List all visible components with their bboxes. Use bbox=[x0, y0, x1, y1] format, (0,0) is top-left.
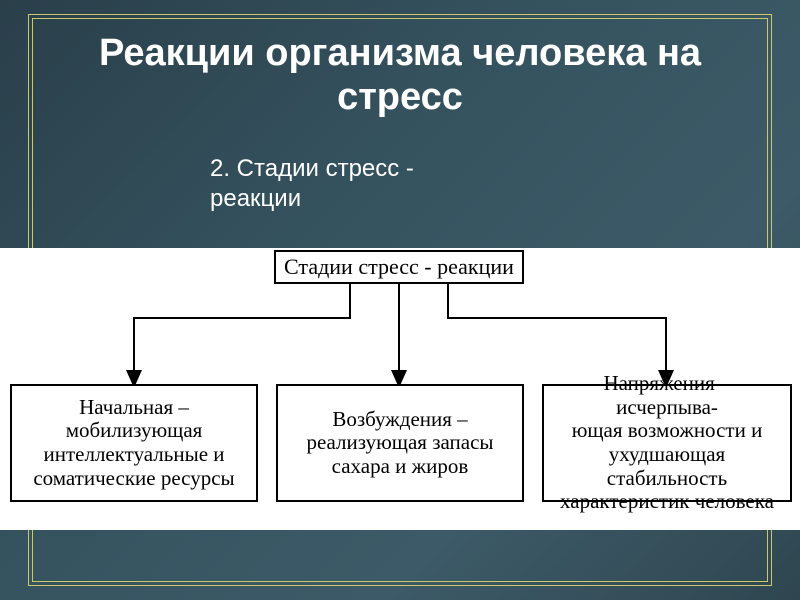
diagram-leaf-box-1: Начальная – мобилизующая интеллектуальны… bbox=[10, 384, 258, 502]
diagram-area: Стадии стресс - реакции Начальная – мобил… bbox=[0, 248, 800, 530]
diagram-leaf-box-2: Возбуждения – реализующая запасы сахара … bbox=[276, 384, 524, 502]
slide-root: Реакции организма человека на стресс 2. … bbox=[0, 0, 800, 600]
slide-title: Реакции организма человека на стресс bbox=[0, 32, 800, 119]
diagram-root-box: Стадии стресс - реакции bbox=[274, 250, 524, 284]
connector-3 bbox=[448, 284, 666, 384]
diagram-leaf-box-3: Напряжения – исчерпыва- ющая возможности… bbox=[542, 384, 792, 502]
slide-subtitle: 2. Стадии стресс - реакции bbox=[210, 154, 650, 214]
connector-1 bbox=[134, 284, 350, 384]
